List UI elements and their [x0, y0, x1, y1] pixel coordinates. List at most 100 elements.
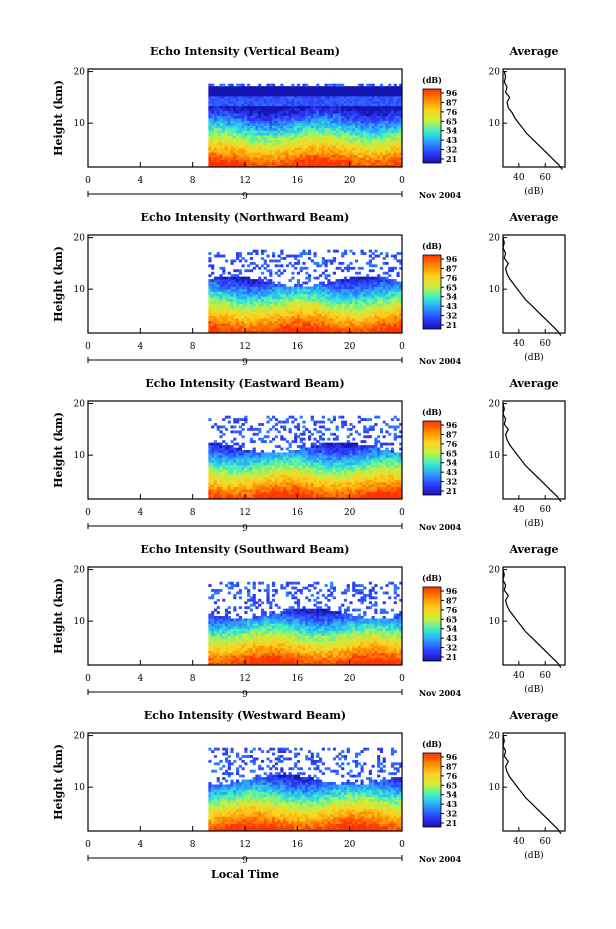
heatmap-cell — [238, 103, 242, 107]
heatmap-cell — [238, 122, 242, 126]
heatmap-cell — [255, 472, 259, 475]
heatmap-cell — [366, 164, 370, 168]
heatmap-cell — [366, 152, 370, 156]
heatmap-cell — [211, 462, 215, 466]
heatmap-cell — [388, 95, 392, 99]
heatmap-cell — [260, 320, 265, 324]
heatmap-cell — [283, 291, 287, 295]
heatmap-cell — [305, 149, 309, 153]
heatmap-cell — [233, 122, 237, 126]
heatmap-cell — [288, 457, 292, 461]
heatmap-cell — [393, 95, 397, 99]
heatmap-cell — [377, 142, 381, 146]
heatmap-cell — [247, 264, 251, 268]
heatmap-cell — [357, 137, 361, 141]
heatmap-cell — [288, 105, 292, 109]
heatmap-cell — [271, 252, 276, 255]
heatmap-cell — [396, 310, 400, 314]
heatmap-cell — [271, 88, 276, 92]
heatmap-cell — [247, 152, 251, 156]
heatmap-cell — [258, 279, 262, 282]
heatmap-cell — [230, 474, 234, 478]
heatmap-cell — [321, 152, 325, 156]
heatmap-cell — [274, 286, 278, 290]
heatmap-cell — [335, 298, 339, 302]
average-x-tick-label: 40 — [513, 339, 525, 349]
heatmap-cell — [233, 130, 237, 134]
heatmap-cell — [280, 132, 284, 136]
heatmap-cell — [277, 264, 281, 268]
heatmap-cell — [330, 88, 334, 92]
heatmap-cell — [280, 98, 284, 102]
heatmap-cell — [296, 83, 301, 87]
heatmap-cell — [360, 93, 364, 97]
heatmap-cell — [224, 162, 229, 165]
heatmap-cell — [346, 91, 350, 94]
heatmap-cell — [319, 144, 323, 148]
heatmap-cell — [379, 83, 384, 87]
heatmap-cell — [310, 103, 314, 107]
heatmap-cell — [332, 159, 337, 163]
heatmap-cell — [271, 125, 276, 129]
heatmap-cell — [263, 249, 267, 253]
heatmap-cell — [269, 308, 273, 312]
heatmap-cell — [236, 144, 240, 148]
heatmap-cell — [263, 261, 267, 265]
heatmap-cell — [241, 118, 245, 121]
heatmap-cell — [252, 489, 256, 493]
heatmap-cell — [396, 271, 400, 275]
heatmap-cell — [258, 325, 262, 329]
heatmap-cell — [393, 301, 397, 304]
heatmap-cell — [291, 115, 295, 119]
heatmap-cell — [327, 313, 331, 317]
heatmap-cell — [269, 291, 273, 295]
heatmap-cell — [368, 154, 372, 158]
heatmap-cell — [349, 303, 353, 307]
heatmap-cell — [307, 125, 312, 129]
heatmap-cell — [366, 108, 370, 112]
heatmap-cell — [258, 318, 262, 322]
heatmap-cell — [274, 152, 278, 156]
heatmap-cell — [230, 261, 234, 265]
heatmap-cell — [319, 140, 323, 143]
heatmap-cell — [280, 315, 284, 319]
heatmap-cell — [280, 462, 284, 466]
heatmap-cell — [341, 118, 345, 121]
heatmap-cell — [338, 144, 342, 148]
heatmap-cell — [366, 298, 370, 302]
heatmap-cell — [285, 320, 289, 324]
heatmap-cell — [319, 318, 323, 322]
heatmap-cell — [263, 308, 267, 312]
heatmap-cell — [368, 103, 372, 107]
heatmap-cell — [249, 452, 254, 456]
heatmap-cell — [363, 110, 367, 114]
heatmap-cell — [385, 330, 389, 334]
heatmap-cell — [260, 486, 265, 490]
heatmap-cell — [208, 418, 212, 421]
heatmap-cell — [236, 86, 240, 89]
heatmap-cell — [371, 252, 375, 255]
heatmap-cell — [255, 291, 259, 295]
heatmap-cell — [390, 306, 395, 309]
heatmap-cell — [249, 122, 254, 126]
heatmap-cell — [244, 450, 248, 453]
heatmap-cell — [341, 140, 345, 143]
heatmap-cell — [341, 103, 345, 107]
heatmap-cell — [371, 93, 375, 97]
heatmap-cell — [363, 144, 367, 148]
heatmap-cell — [330, 313, 334, 317]
heatmap-cell — [219, 323, 223, 327]
heatmap-cell — [222, 481, 226, 485]
heatmap-cell — [285, 457, 289, 461]
heatmap-cell — [357, 100, 361, 104]
heatmap-cell — [271, 91, 276, 94]
heatmap-cell — [277, 120, 281, 124]
heatmap-cell — [291, 489, 295, 493]
heatmap-cell — [255, 113, 259, 116]
heatmap-cell — [396, 122, 400, 126]
heatmap-cell — [271, 469, 276, 473]
heatmap-cell — [294, 122, 298, 126]
heatmap-cell — [258, 474, 262, 478]
heatmap-cell — [283, 318, 287, 322]
heatmap-cell — [332, 115, 337, 119]
